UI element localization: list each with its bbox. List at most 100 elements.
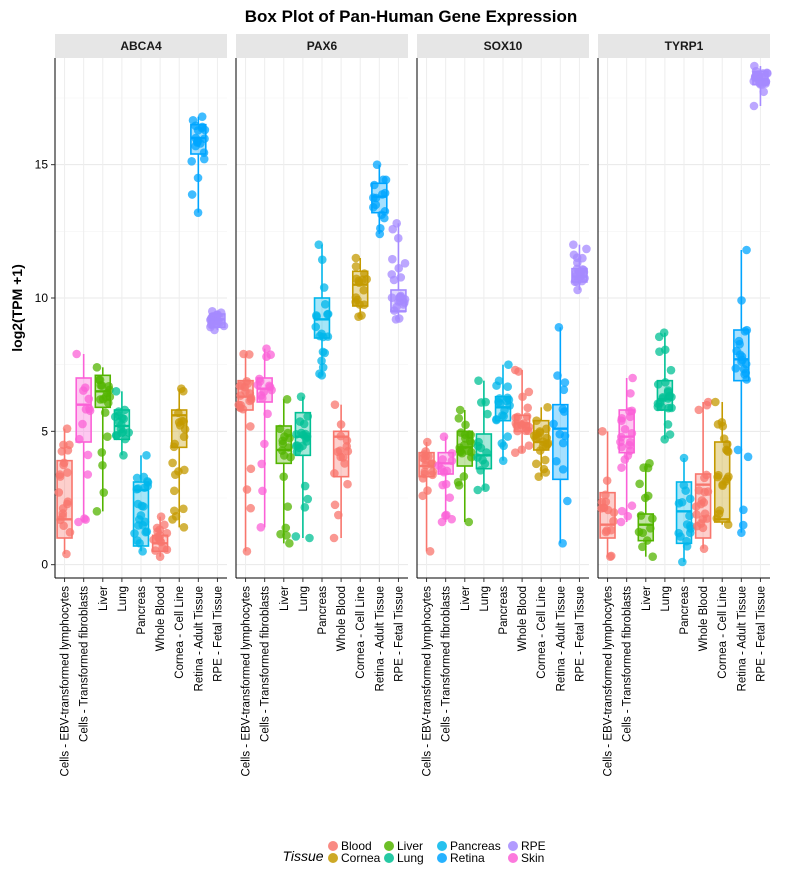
data-point xyxy=(200,125,210,135)
data-point xyxy=(499,411,509,421)
facet-label: PAX6 xyxy=(307,39,338,53)
point-group xyxy=(597,427,619,561)
x-tick-label: Whole Blood xyxy=(517,586,529,651)
x-tick-label: RPE - Fetal Tissue xyxy=(574,586,586,682)
data-point xyxy=(679,480,689,490)
y-axis-label: log2(TPM +1) xyxy=(9,264,25,352)
data-point xyxy=(400,258,410,268)
data-point xyxy=(387,270,397,279)
legend-swatch xyxy=(508,853,518,863)
box xyxy=(494,395,512,422)
data-point xyxy=(318,347,328,357)
data-point xyxy=(558,438,568,448)
x-tick-label: Liver xyxy=(279,586,291,611)
data-point xyxy=(563,496,572,506)
data-point xyxy=(281,523,291,533)
data-point xyxy=(480,459,490,469)
x-tick-label: RPE - Fetal Tissue xyxy=(212,586,224,682)
data-point xyxy=(303,494,313,504)
data-point xyxy=(685,528,695,538)
legend-swatch xyxy=(437,853,447,863)
data-point xyxy=(682,520,692,529)
x-tick-label: Liver xyxy=(460,586,472,611)
data-point xyxy=(242,547,252,556)
box xyxy=(475,433,493,470)
data-point xyxy=(627,501,637,511)
x-tick-label: Liver xyxy=(98,586,110,611)
data-point xyxy=(83,470,93,479)
data-point xyxy=(256,523,266,532)
box xyxy=(113,409,131,441)
data-point xyxy=(759,87,768,97)
legend-label: Skin xyxy=(521,851,544,865)
x-tick-label: Cells - Transformed fibroblasts xyxy=(622,586,634,742)
data-point xyxy=(138,520,148,530)
box xyxy=(675,481,693,545)
x-tick-label: Lung xyxy=(298,586,310,612)
data-point xyxy=(59,440,68,450)
data-point xyxy=(524,387,534,397)
data-point xyxy=(96,395,105,404)
box xyxy=(733,329,750,382)
data-point xyxy=(694,405,704,415)
data-point xyxy=(503,382,513,392)
data-point xyxy=(733,445,743,455)
box xyxy=(256,377,273,403)
data-point xyxy=(351,262,361,271)
data-point xyxy=(387,293,397,303)
box xyxy=(75,377,92,443)
y-tick-label: 15 xyxy=(35,158,49,172)
data-point xyxy=(464,517,474,527)
legend-item: Liver xyxy=(384,839,423,853)
data-point xyxy=(663,386,673,395)
data-point xyxy=(65,440,74,450)
box xyxy=(656,379,674,411)
legend-label: Cornea xyxy=(341,851,381,865)
x-tick-label: Lung xyxy=(660,586,672,612)
box xyxy=(313,297,331,339)
data-point xyxy=(343,479,352,489)
box xyxy=(694,473,712,539)
data-point xyxy=(620,424,630,434)
data-point xyxy=(514,367,523,376)
legend-label: Liver xyxy=(397,839,423,853)
x-tick-label: Cells - EBV-transformed lymphocytes xyxy=(422,586,434,777)
data-point xyxy=(666,365,676,375)
data-point xyxy=(711,397,720,407)
data-point xyxy=(467,439,476,448)
data-point xyxy=(170,470,180,479)
data-point xyxy=(702,400,712,410)
legend-item: Pancreas xyxy=(437,839,501,853)
box xyxy=(351,270,369,307)
data-point xyxy=(558,465,568,474)
legend-item: Skin xyxy=(508,851,544,865)
data-point xyxy=(540,455,550,465)
legend-label: Blood xyxy=(341,839,372,853)
x-tick-label: Cells - EBV-transformed lymphocytes xyxy=(60,586,72,777)
point-group xyxy=(453,405,476,527)
data-point xyxy=(197,112,207,121)
data-point xyxy=(81,515,90,524)
data-point xyxy=(639,463,648,473)
facet-panel: PAX6 Cells - EBV-transformed lymphocytes C… xyxy=(234,34,410,776)
x-tick-label: Pancreas xyxy=(317,586,329,635)
box xyxy=(132,481,150,547)
point-group xyxy=(72,349,95,527)
data-point xyxy=(92,363,102,372)
point-group xyxy=(711,397,733,529)
data-point xyxy=(193,138,202,147)
legend-label: RPE xyxy=(521,839,546,853)
data-point xyxy=(559,385,569,395)
data-point xyxy=(702,514,712,523)
data-point xyxy=(439,432,449,441)
data-point xyxy=(425,547,435,556)
data-point xyxy=(330,500,340,510)
data-point xyxy=(179,523,189,532)
data-point xyxy=(663,420,673,429)
point-group xyxy=(510,365,534,457)
data-point xyxy=(617,506,627,516)
data-point xyxy=(461,434,470,443)
box xyxy=(618,409,635,454)
data-point xyxy=(257,393,267,403)
